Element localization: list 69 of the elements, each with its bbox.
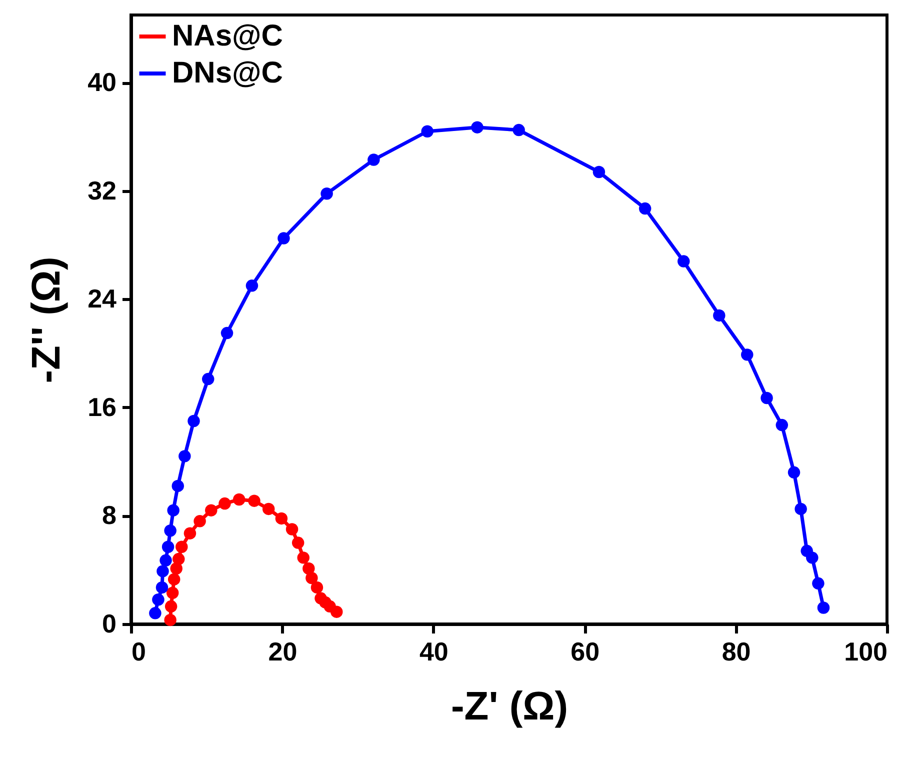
point xyxy=(368,154,380,166)
point xyxy=(812,577,824,590)
point xyxy=(320,188,333,200)
point xyxy=(205,504,218,516)
point xyxy=(248,494,260,507)
point xyxy=(156,581,168,594)
point xyxy=(592,166,606,178)
point xyxy=(178,450,191,462)
point xyxy=(297,552,310,564)
point xyxy=(741,348,754,361)
point xyxy=(302,562,315,575)
point xyxy=(292,536,304,549)
point xyxy=(512,124,525,136)
x-tick-label: 100 xyxy=(844,636,888,666)
point xyxy=(471,121,484,134)
point xyxy=(760,392,773,404)
point xyxy=(421,125,434,138)
point xyxy=(188,414,200,428)
point xyxy=(176,540,188,553)
point xyxy=(162,540,174,553)
x-tick-label: 0 xyxy=(132,636,146,666)
point xyxy=(788,466,800,479)
point xyxy=(638,202,652,215)
point xyxy=(172,552,185,566)
point xyxy=(160,554,172,567)
y-tick-label: 16 xyxy=(88,392,116,422)
point xyxy=(678,255,690,268)
x-tick-label: 80 xyxy=(722,636,751,666)
y-tick-label: 24 xyxy=(88,284,118,314)
point xyxy=(776,418,788,432)
x-axis-title: -Z' (Ω) xyxy=(450,684,568,728)
point xyxy=(167,504,180,516)
point xyxy=(168,573,180,586)
x-tick-label: 60 xyxy=(570,636,600,666)
point xyxy=(202,372,214,386)
x-tick-label: 20 xyxy=(268,636,298,666)
point xyxy=(806,552,818,564)
point xyxy=(220,326,234,340)
point xyxy=(817,602,830,614)
point xyxy=(218,497,231,510)
point xyxy=(232,493,246,506)
point xyxy=(149,607,162,620)
y-axis-title: -Z'' (Ω) xyxy=(24,256,69,384)
point xyxy=(184,527,196,540)
point xyxy=(172,480,184,492)
point xyxy=(156,565,169,578)
y-tick-label: 40 xyxy=(88,67,116,98)
y-tick-label: 8 xyxy=(102,500,116,530)
point xyxy=(194,515,206,528)
point xyxy=(713,309,726,322)
y-tick-label: 0 xyxy=(102,608,116,638)
y-tick-label: 32 xyxy=(88,175,116,206)
point xyxy=(164,614,176,626)
point xyxy=(330,606,343,618)
point xyxy=(166,586,179,599)
point xyxy=(794,502,807,516)
point xyxy=(275,512,288,525)
point xyxy=(286,523,298,536)
point xyxy=(246,280,258,292)
point xyxy=(164,524,176,537)
point xyxy=(278,232,290,244)
point xyxy=(262,502,275,516)
point xyxy=(306,572,318,584)
x-tick-label: 40 xyxy=(419,636,448,666)
point xyxy=(152,594,164,606)
point xyxy=(310,581,324,594)
legend-label: DNs@C xyxy=(172,56,283,90)
point xyxy=(164,600,178,613)
legend-label: NAs@C xyxy=(172,20,283,52)
